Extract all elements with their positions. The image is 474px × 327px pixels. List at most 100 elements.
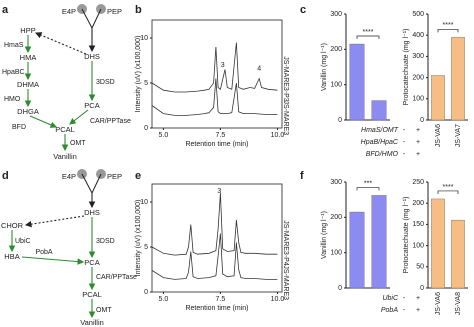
node-label: Vanillin	[53, 152, 77, 161]
panel-label: a	[2, 4, 9, 16]
arrow	[34, 32, 87, 55]
x-tick-label: 7.5	[216, 132, 226, 139]
plot-frame	[151, 183, 283, 293]
row-sign: +	[416, 139, 420, 146]
node-label: HMA	[20, 53, 37, 62]
significance: ***	[364, 180, 372, 187]
enzyme-label: CAR/PPTase	[90, 118, 131, 125]
y-axis-label: Protocatechuate (mg l⁻¹)	[403, 29, 410, 106]
row-sign: -	[403, 127, 406, 134]
y-tick-label: 5	[144, 244, 148, 251]
y-axis-label: Vanillin (mg l⁻¹)	[321, 211, 328, 259]
enzyme-label: PobA	[35, 249, 52, 256]
y-axis-label: Intensity (uV) (x100,000)	[135, 36, 142, 113]
row-sign: -	[403, 307, 406, 314]
bar	[451, 219, 465, 289]
y-tick-label: 100	[412, 242, 424, 249]
connector	[81, 173, 93, 194]
y-tick-label: 0	[420, 285, 424, 292]
x-axis-label: Retention time (min)	[185, 141, 248, 148]
node-label: DHMA	[17, 80, 39, 89]
x-axis-label: Retention time (min)	[185, 305, 248, 312]
enzyme-label: OMT	[96, 307, 112, 314]
node-label: PEP	[107, 172, 122, 181]
node-label: DHGA	[17, 107, 39, 116]
connector	[91, 173, 102, 194]
row-sign: -	[403, 295, 406, 302]
enzyme-label: BFD	[12, 124, 26, 131]
bar	[371, 100, 387, 121]
enzyme-label: UbiC	[15, 238, 31, 245]
x-tick-label: 5.0	[159, 132, 169, 139]
bar	[431, 198, 445, 289]
y-tick-label: 200	[412, 74, 424, 81]
series-name: JS-MARE3-P4	[282, 220, 289, 266]
y-axis-label: Intensity (uV) (x100,000)	[135, 200, 142, 277]
enzyme-label: 3DSD	[96, 238, 115, 245]
x-tick-label: 7.5	[216, 296, 226, 303]
y-tick-label: 500	[412, 11, 424, 18]
node-label: Vanillin	[80, 318, 104, 327]
y-tick-label: 400	[412, 32, 424, 39]
panel-label: b	[135, 4, 142, 16]
y-tick-label: 10	[140, 199, 148, 206]
enzyme-label: 3DSD	[96, 79, 115, 86]
y-tick-label: 300	[330, 179, 342, 186]
enzyme-label: OMT	[70, 140, 86, 147]
y-tick-label: 0	[144, 125, 148, 132]
node-label: DHS	[84, 52, 100, 61]
node-label: CHOR	[1, 221, 24, 230]
y-tick-label: 0	[338, 285, 342, 292]
node-label: E4P	[62, 7, 76, 16]
node-label: HPP	[20, 26, 35, 35]
significance: ****	[363, 29, 374, 36]
series-name: JS-MARE3	[282, 265, 289, 300]
arrow	[29, 115, 58, 128]
y-tick-label: 150	[412, 221, 424, 228]
row-sign: +	[416, 127, 420, 134]
x-tick-label: 5.0	[159, 296, 169, 303]
row-label: BFD/HMO	[366, 151, 399, 158]
panel-label: c	[300, 4, 306, 16]
annotation: 3	[217, 188, 221, 195]
y-tick-label: 300	[330, 11, 342, 18]
annotation: 4	[257, 65, 261, 72]
y-tick-label: 0	[420, 117, 424, 124]
y-tick-label: 100	[412, 96, 424, 103]
enzyme-label: HmaS	[4, 42, 24, 49]
significance-bracket	[356, 35, 380, 40]
x-tick-label: 10.0	[271, 296, 285, 303]
y-tick-label: 0	[144, 289, 148, 296]
y-tick-label: 5	[144, 80, 148, 87]
x-tick-label: JS-VA6	[435, 292, 442, 315]
arrow	[21, 256, 85, 265]
y-tick-label: 10	[140, 35, 148, 42]
row-sign: +	[416, 307, 420, 314]
y-tick-label: 200	[330, 46, 342, 53]
node-label: PCAL	[55, 125, 75, 134]
bar	[431, 75, 445, 121]
significance-bracket	[437, 190, 459, 194]
y-axis-label: Protocatechuate (mg l⁻¹)	[403, 197, 410, 274]
node-label: E4P	[62, 172, 76, 181]
bar	[371, 195, 387, 289]
panel-label: e	[135, 170, 141, 182]
node-label: PCA	[84, 258, 99, 267]
arrow	[24, 215, 85, 228]
annotation: 3	[221, 62, 225, 69]
trace	[151, 78, 278, 116]
panel-label: d	[2, 170, 9, 182]
bar	[349, 43, 365, 121]
trace	[151, 42, 278, 93]
significance: ****	[443, 184, 454, 191]
trace	[151, 233, 278, 280]
bar	[451, 37, 465, 121]
plot-frame	[151, 19, 283, 129]
y-tick-label: 300	[412, 53, 424, 60]
y-tick-label: 200	[330, 214, 342, 221]
x-tick-label: JS-VA7	[455, 124, 462, 147]
y-tick-label: 250	[412, 179, 424, 186]
x-tick-label: JS-VA6	[435, 124, 442, 147]
connector	[81, 8, 93, 29]
